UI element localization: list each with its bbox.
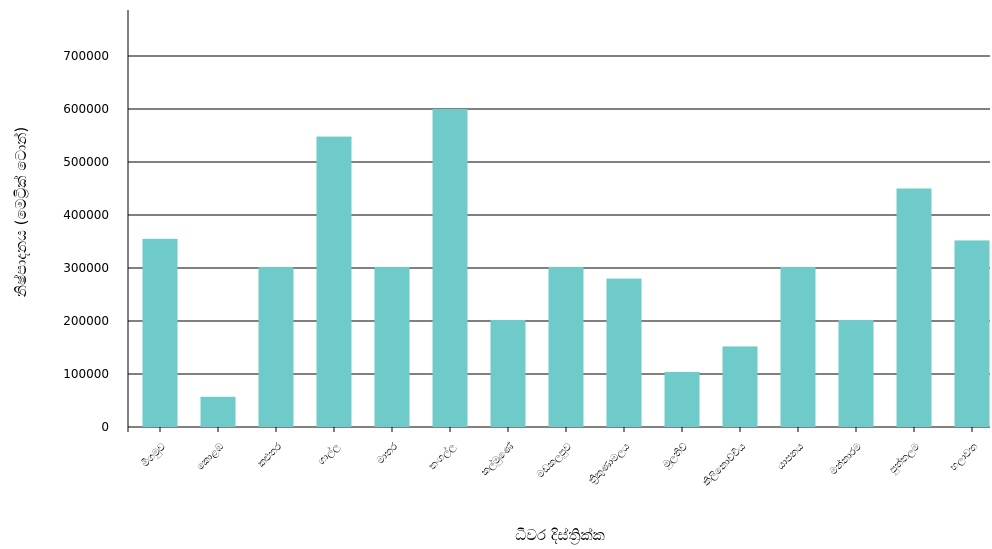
x-tick-label: මන්නාරම xyxy=(827,440,865,478)
bar xyxy=(316,136,352,427)
x-tick-label: මඩකලපුව xyxy=(535,441,574,480)
bar xyxy=(200,396,236,427)
x-tick-label: කොළඹ xyxy=(195,441,227,473)
x-tick-label: මාතර xyxy=(374,441,400,467)
y-axis-title: නිෂ්පාදනය (මෙට්‍රික් ටොන්) xyxy=(12,127,30,297)
y-tick-labels: 0 100000 200000 300000 400000 500000 600000 700… xyxy=(63,49,109,434)
bar xyxy=(606,278,642,427)
bar xyxy=(838,319,874,427)
x-tick-label: කළුතර xyxy=(255,441,284,470)
bar xyxy=(142,238,178,427)
x-axis-title: ධීවර දිස්ත්‍රික්ක xyxy=(515,526,605,545)
x-tick-label: කල්මුණේ xyxy=(478,440,517,479)
y-tick-label: 600000 xyxy=(63,102,109,116)
x-tick-label: හලාවත xyxy=(948,441,980,473)
bar xyxy=(896,188,932,427)
x-tick-labels: මීගමුව කොළඹ කළුතර ගාල්ල මාතර තංගල්ල කල්මුණේ මඩක… xyxy=(140,427,980,488)
bar xyxy=(490,319,526,427)
x-tick-label: මීගමුව xyxy=(140,441,168,469)
x-tick-label: තංගල්ල xyxy=(425,440,458,473)
y-tick-label: 300000 xyxy=(63,261,109,275)
y-tick-label: 700000 xyxy=(63,49,109,63)
bar xyxy=(548,266,584,427)
y-tick-label: 100000 xyxy=(63,367,109,381)
y-tick-label: 500000 xyxy=(63,155,109,169)
x-tick-label: ගාල්ල xyxy=(315,440,343,468)
y-tick-label: 200000 xyxy=(63,314,109,328)
bar xyxy=(432,109,468,427)
x-tick-label: යාපනය xyxy=(775,441,806,472)
x-tick-label: ත්‍රිකුණාමලය xyxy=(587,441,632,486)
bar xyxy=(780,266,816,427)
x-tick-label: මුලතිව් xyxy=(660,441,690,471)
bar xyxy=(374,266,410,427)
bar xyxy=(664,371,700,427)
bar xyxy=(722,346,758,427)
x-tick-label: කිලිනොච්චිය xyxy=(700,441,748,489)
x-tick-label: පුත්තලම xyxy=(886,440,922,476)
y-tick-label: 400000 xyxy=(63,208,109,222)
bar xyxy=(954,240,990,427)
bar xyxy=(258,266,294,427)
y-tick-label: 0 xyxy=(101,420,109,434)
bars xyxy=(142,109,990,427)
